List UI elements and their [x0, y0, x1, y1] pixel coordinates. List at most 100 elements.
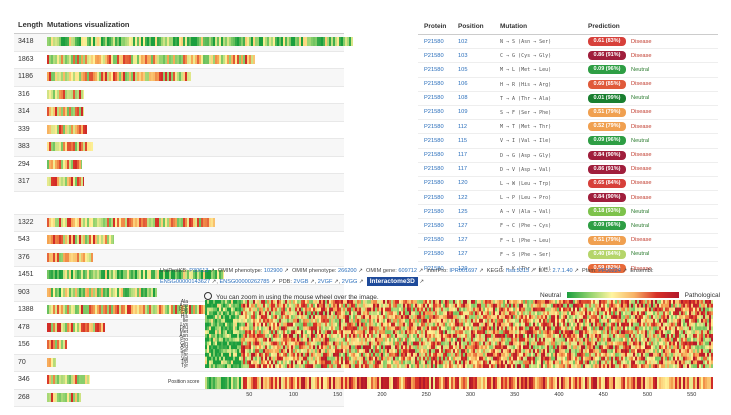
protein-link[interactable]: P21580 [424, 123, 444, 130]
pdb-link[interactable]: 2VGF [317, 279, 333, 285]
position-link[interactable]: 127 [458, 251, 468, 258]
position-link[interactable]: 117 [458, 166, 468, 173]
protein-row[interactable]: 317 [14, 174, 344, 192]
mutation-row[interactable]: P21580 109 S → F (Ser → Phe) 0.51 (79%) Dise… [418, 106, 718, 121]
mutation-header[interactable]: Mutation [500, 23, 528, 30]
protein-row[interactable]: 903 [14, 284, 344, 302]
protein-row[interactable]: 1863 [14, 52, 344, 69]
pdb-link[interactable]: 2VGB [293, 279, 309, 285]
mutation-bar[interactable] [47, 142, 93, 151]
protein-row[interactable]: 156 [14, 337, 344, 355]
mutation-row[interactable]: P21580 129 T → K (Thr → Lys) 0.59 (82%) Dise… [418, 262, 718, 277]
mutation-row[interactable]: P21580 120 L → W (Leu → Trp) 0.65 (84%) Dise… [418, 177, 718, 192]
interpro-link[interactable]: IPR001697 [449, 268, 478, 274]
mutation-row[interactable]: P21580 115 V → I (Val → Ile) 0.09 (96%) Neut… [418, 134, 718, 149]
protein-link[interactable]: P21580 [424, 152, 444, 158]
mutation-bar[interactable] [47, 305, 221, 314]
protein-row[interactable]: 1322 [14, 214, 344, 232]
protein-link[interactable]: P21580 [424, 180, 444, 187]
mutation-bar[interactable] [47, 217, 215, 227]
mutation-row[interactable]: P21580 103 C → G (Cys → Gly) 0.86 (91%) Dise… [418, 49, 718, 64]
position-link[interactable]: 108 [458, 95, 468, 102]
pfam-link[interactable]: PF00224 [598, 268, 621, 274]
mutation-bar[interactable] [47, 270, 224, 279]
protein-link[interactable]: P21580 [424, 109, 444, 116]
omim-phenotype-link[interactable]: 266200 [337, 268, 357, 274]
protein-link[interactable]: P21580 [424, 38, 444, 45]
mutation-bar[interactable] [47, 375, 90, 384]
position-link[interactable]: 115 [458, 137, 468, 144]
mutation-row[interactable]: P21580 127 F → C (Phe → Cys) 0.09 (96%) Neut… [418, 219, 718, 234]
protein-link[interactable]: P21580 [424, 52, 444, 59]
protein-row[interactable]: 3418 [14, 34, 353, 52]
mutation-bar[interactable] [47, 287, 157, 297]
position-header[interactable]: Position [458, 23, 484, 30]
ensembl-link[interactable]: ENSG00000143627 [160, 279, 211, 285]
protein-link[interactable]: P21580 [424, 265, 444, 272]
protein-row[interactable]: 316 [14, 87, 344, 104]
mutation-bar[interactable] [47, 235, 114, 244]
position-score-strip[interactable] [205, 377, 713, 389]
mutation-bar[interactable] [47, 72, 191, 81]
omim-gene-link[interactable]: 609712 [398, 268, 418, 274]
protein-link[interactable]: P21580 [424, 137, 444, 144]
mutation-bar[interactable] [47, 322, 105, 332]
protein-link[interactable]: P21580 [424, 237, 444, 244]
uniprot-link[interactable]: P30613 [189, 268, 209, 274]
prediction-header[interactable]: Prediction [588, 23, 620, 30]
protein-link[interactable]: P21580 [424, 251, 444, 258]
pdb-link[interactable]: 2VGG [341, 279, 358, 285]
mutation-row[interactable]: P21580 125 A → V (Ala → Val) 0.18 (93%) Neut… [418, 205, 718, 220]
position-link[interactable]: 103 [458, 52, 468, 59]
protein-row[interactable]: 339 [14, 122, 344, 139]
mutation-bar[interactable] [47, 357, 56, 367]
protein-link[interactable]: P21580 [424, 166, 444, 173]
protein-row[interactable]: 346 [14, 372, 344, 390]
mutation-bar[interactable] [47, 340, 67, 349]
protein-link[interactable]: P21580 [424, 95, 444, 102]
mutation-bar[interactable] [47, 252, 93, 262]
protein-link[interactable]: P21580 [424, 81, 444, 88]
mutation-bar[interactable] [47, 124, 87, 134]
mutation-bar[interactable] [47, 89, 84, 99]
mutation-row[interactable]: P21580 106 H → R (His → Arg) 0.60 (85%) Dise… [418, 78, 718, 92]
position-link[interactable]: 125 [458, 208, 468, 215]
protein-row[interactable]: 294 [14, 157, 344, 174]
protein-row[interactable]: 1186 [14, 69, 344, 87]
protein-link[interactable]: P21580 [424, 194, 444, 201]
position-link[interactable]: 117 [458, 152, 468, 158]
protein-row[interactable]: 314 [14, 104, 344, 122]
protein-row[interactable]: 1451 [14, 267, 344, 285]
mutation-bar[interactable] [47, 159, 82, 169]
position-link[interactable]: 106 [458, 81, 468, 88]
mutation-row[interactable]: P21580 127 F → L (Phe → Leu) 0.51 (79%) Dise… [418, 234, 718, 248]
position-link[interactable]: 122 [458, 194, 468, 201]
protein-link[interactable]: P21580 [424, 208, 444, 215]
length-header[interactable]: Length [18, 20, 43, 29]
ensembl-link[interactable]: ENSG00000262785 [219, 279, 270, 285]
mutation-bar[interactable] [47, 107, 84, 116]
position-link[interactable]: 109 [458, 109, 468, 116]
mutation-bar[interactable] [47, 54, 255, 64]
protein-row[interactable]: 268 [14, 389, 344, 407]
position-link[interactable]: 127 [458, 237, 468, 244]
mutation-row[interactable]: P21580 105 M → L (Met → Leu) 0.09 (96%) Neut… [418, 63, 718, 78]
mutation-row[interactable]: P21580 117 D → G (Asp → Gly) 0.84 (90%) Dise… [418, 149, 718, 163]
mutation-row[interactable]: P21580 122 L → P (Leu → Pro) 0.84 (90%) Dise… [418, 191, 718, 206]
position-link[interactable]: 127 [458, 222, 468, 229]
protein-header[interactable]: Protein [424, 23, 447, 30]
protein-link[interactable]: P21580 [424, 222, 444, 229]
mutation-row[interactable]: P21580 117 D → V (Asp → Val) 0.86 (91%) Dise… [418, 163, 718, 177]
mutation-bar[interactable] [47, 392, 81, 402]
ec-link[interactable]: 2.7.1.40 [552, 268, 573, 274]
position-link[interactable]: 112 [458, 123, 468, 130]
mutation-row[interactable]: P21580 112 M → T (Met → Thr) 0.52 (79%) Dise… [418, 120, 718, 135]
mutation-bar[interactable] [47, 37, 353, 46]
protein-row[interactable]: 376 [14, 249, 344, 267]
position-link[interactable]: 105 [458, 66, 468, 73]
mutation-row[interactable]: P21580 102 N → S (Asn → Ser) 0.61 (83%) Dise… [418, 35, 718, 50]
mutation-row[interactable]: P21580 127 F → S (Phe → Ser) 0.40 (84%) Neut… [418, 248, 718, 262]
mutation-row[interactable]: P21580 108 T → A (Thr → Ala) 0.01 (99%) Neut… [418, 92, 718, 106]
protein-row[interactable]: 543 [14, 232, 344, 250]
kegg-link[interactable]: hsa:5313 [506, 268, 530, 274]
